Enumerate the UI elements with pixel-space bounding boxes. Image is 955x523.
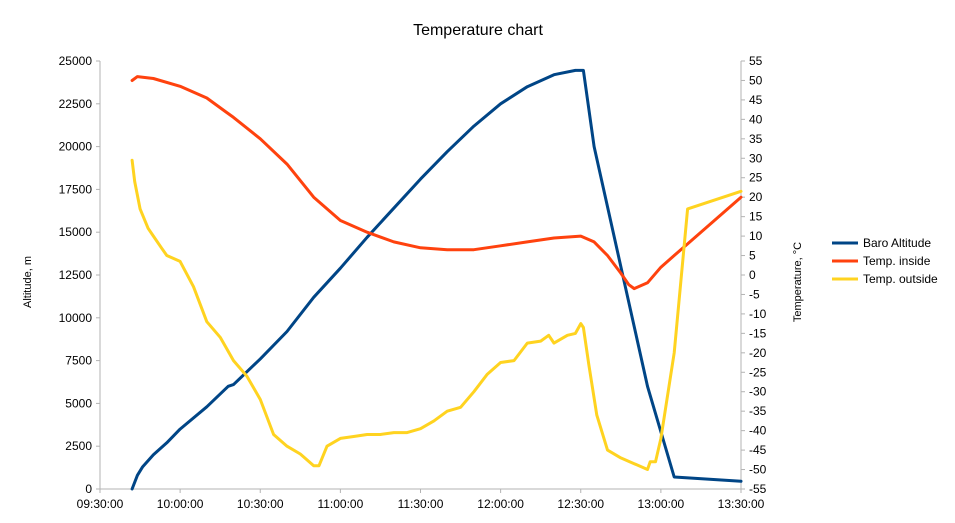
x-tick-label: 09:30:00 bbox=[77, 497, 124, 511]
y2-tick-label: -15 bbox=[749, 326, 767, 340]
x-tick-label: 11:30:00 bbox=[398, 497, 444, 511]
y2-tick-label: 25 bbox=[749, 171, 763, 185]
y2-axis-title: Temperature, °C bbox=[792, 242, 804, 322]
y2-tick-label: 45 bbox=[749, 93, 763, 107]
x-tick-label: 13:30:00 bbox=[718, 497, 765, 511]
y2-tick-label: 40 bbox=[749, 112, 763, 126]
y2-tick-label: 5 bbox=[749, 249, 756, 263]
y-tick-label: 12500 bbox=[59, 268, 93, 282]
y2-tick-label: -20 bbox=[749, 346, 767, 360]
y2-tick-label: -30 bbox=[749, 385, 767, 399]
y-tick-label: 10000 bbox=[59, 311, 93, 325]
axes bbox=[99, 61, 742, 490]
series-line-3 bbox=[130, 158, 743, 471]
legend-label: Temp. outside bbox=[863, 272, 938, 286]
y2-tick-label: 30 bbox=[749, 151, 763, 165]
y-tick-label: 22500 bbox=[59, 97, 93, 111]
y-tick-label: 7500 bbox=[65, 354, 92, 368]
x-tick-label: 10:30:00 bbox=[237, 497, 284, 511]
x-tick-label: 13:00:00 bbox=[638, 497, 685, 511]
y2-tick-label: -45 bbox=[749, 443, 767, 457]
x-tick-label: 12:00:00 bbox=[477, 497, 524, 511]
y2-tick-label: -5 bbox=[749, 287, 760, 301]
x-tick-label: 10:00:00 bbox=[157, 497, 204, 511]
y2-tick-label: 35 bbox=[749, 132, 763, 146]
y2-tick-label: 55 bbox=[749, 54, 763, 68]
legend: Baro Altitude Temp. inside Temp. outside bbox=[832, 236, 938, 286]
y-tick-label: 15000 bbox=[59, 225, 93, 239]
x-tick-label: 11:00:00 bbox=[317, 497, 363, 511]
x-tick-label: 12:30:00 bbox=[557, 497, 604, 511]
y-axis-title: Altitude, m bbox=[22, 256, 34, 308]
y-tick-label: 0 bbox=[85, 482, 92, 496]
y-axis-ticks: 0 2500 5000 7500 10000 12500 15000 17500 20000 22… bbox=[59, 54, 100, 496]
y2-tick-label: 0 bbox=[749, 268, 756, 282]
y-tick-label: 5000 bbox=[65, 396, 92, 410]
y2-axis-ticks: -55-50-45-40-35-30-25-20-15-10-505101520… bbox=[741, 54, 767, 496]
x-axis-ticks: 09:30:00 10:00:00 10:30:00 11:00:00 11:30:00… bbox=[77, 489, 765, 511]
y2-tick-label: -55 bbox=[749, 482, 767, 496]
chart-title: Temperature chart bbox=[413, 22, 543, 39]
y2-tick-label: 20 bbox=[749, 190, 763, 204]
series-lines bbox=[130, 68, 743, 491]
y2-tick-label: 10 bbox=[749, 229, 763, 243]
y-tick-label: 25000 bbox=[59, 54, 93, 68]
y2-tick-label: -10 bbox=[749, 307, 767, 321]
y2-tick-label: -40 bbox=[749, 424, 767, 438]
y2-tick-label: -50 bbox=[749, 463, 767, 477]
series-line-1 bbox=[130, 68, 743, 491]
y-tick-label: 17500 bbox=[59, 182, 93, 196]
y2-tick-label: -25 bbox=[749, 365, 767, 379]
y2-tick-label: 15 bbox=[749, 210, 763, 224]
y2-tick-label: 50 bbox=[749, 73, 763, 87]
y2-tick-label: -35 bbox=[749, 404, 767, 418]
legend-label: Temp. inside bbox=[863, 254, 931, 268]
legend-label: Baro Altitude bbox=[863, 236, 931, 250]
y-tick-label: 2500 bbox=[65, 439, 92, 453]
series-line-2 bbox=[130, 75, 743, 291]
y-tick-label: 20000 bbox=[59, 140, 93, 154]
